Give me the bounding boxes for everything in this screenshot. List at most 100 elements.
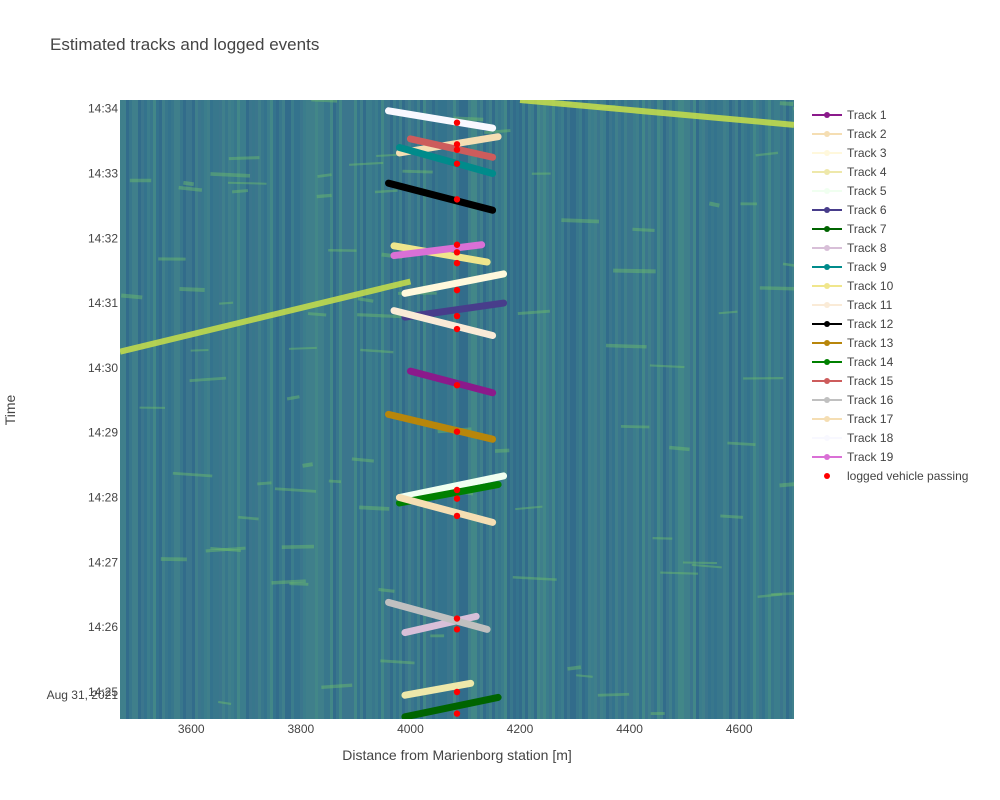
heatmap-column — [519, 100, 522, 719]
heatmap-column — [624, 100, 627, 719]
heatmap-column — [219, 100, 222, 719]
legend-item-track-5[interactable]: Track 5 — [812, 184, 887, 198]
legend-item-track-1[interactable]: Track 1 — [812, 108, 887, 122]
heatmap-column — [390, 100, 393, 719]
heatmap-column — [270, 100, 273, 719]
heatmap-streak — [359, 505, 390, 511]
heatmap-column — [468, 100, 471, 719]
legend-marker — [824, 359, 830, 365]
y-tick-label: 14:29 — [88, 426, 118, 440]
heatmap-column — [585, 100, 588, 719]
heatmap-column — [192, 100, 195, 719]
legend-item-track-14[interactable]: Track 14 — [812, 355, 894, 369]
heatmap-column — [393, 100, 396, 719]
legend-item-track-15[interactable]: Track 15 — [812, 374, 894, 388]
legend-label: Track 8 — [847, 241, 887, 255]
heatmap-column — [258, 100, 261, 719]
x-axis-ticks: 3600 3800 4000 4200 4400 4600 — [178, 722, 753, 736]
legend-item-track-13[interactable]: Track 13 — [812, 336, 894, 350]
legend-item-track-10[interactable]: Track 10 — [812, 279, 894, 293]
heatmap-column — [630, 100, 633, 719]
heatmap-column — [789, 100, 792, 719]
heatmap-column — [321, 100, 324, 719]
legend-label: Track 7 — [847, 222, 887, 236]
heatmap-column — [708, 100, 711, 719]
heatmap-column — [279, 100, 282, 719]
chart-title: Estimated tracks and logged events — [50, 35, 319, 54]
heatmap-column — [693, 100, 696, 719]
heatmap-column — [555, 100, 558, 719]
heatmap-column — [228, 100, 231, 719]
legend-item-track-7[interactable]: Track 7 — [812, 222, 887, 236]
legend-item-track-16[interactable]: Track 16 — [812, 393, 894, 407]
plot-area[interactable] — [120, 100, 814, 719]
heatmap-column — [603, 100, 606, 719]
heatmap-streak — [281, 544, 314, 550]
legend-item-track-19[interactable]: Track 19 — [812, 450, 894, 464]
legend-item-track-2[interactable]: Track 2 — [812, 127, 887, 141]
heatmap-streak — [227, 181, 267, 185]
heatmap-column — [462, 100, 465, 719]
heatmap-column — [696, 100, 699, 719]
legend[interactable]: Track 1 Track 2 Track 3 Track 4 Track 5 Track… — [812, 108, 968, 483]
legend-item-track-12[interactable]: Track 12 — [812, 317, 894, 331]
heatmap-column — [699, 100, 702, 719]
heatmap-streak — [316, 193, 332, 199]
legend-label: Track 12 — [847, 317, 894, 331]
y-tick-label: 14:28 — [88, 491, 118, 505]
date-label: Aug 31, 2021 — [47, 688, 119, 702]
heatmap-column — [138, 100, 141, 719]
legend-label: Track 5 — [847, 184, 887, 198]
heatmap-column — [756, 100, 759, 719]
heatmap-column — [144, 100, 147, 719]
legend-label: Track 9 — [847, 260, 887, 274]
legend-item-track-18[interactable]: Track 18 — [812, 431, 894, 445]
event-point — [453, 495, 461, 502]
heatmap-streak — [613, 268, 656, 274]
event-point — [453, 249, 461, 256]
heatmap-column — [342, 100, 345, 719]
heatmap-column — [597, 100, 600, 719]
legend-item-track-11[interactable]: Track 11 — [812, 298, 893, 312]
legend-item-track-17[interactable]: Track 17 — [812, 412, 894, 426]
legend-marker — [824, 283, 830, 289]
legend-item-track-4[interactable]: Track 4 — [812, 165, 887, 179]
heatmap-column — [207, 100, 210, 719]
legend-item-track-8[interactable]: Track 8 — [812, 241, 887, 255]
heatmap-streak — [561, 218, 600, 224]
heatmap-column — [429, 100, 432, 719]
heatmap-streak — [219, 301, 234, 305]
y-axis-ticks: 14:25 14:26 14:27 14:28 14:29 14:30 14:31 14:32… — [88, 102, 118, 699]
heatmap-column — [501, 100, 504, 719]
heatmap-column — [570, 100, 573, 719]
track-line-3 — [401, 270, 508, 297]
legend-item-track-6[interactable]: Track 6 — [812, 203, 887, 217]
heatmap-column — [558, 100, 561, 719]
heatmap-column — [741, 100, 744, 719]
heatmap-column — [243, 100, 246, 719]
track-line-7 — [401, 693, 502, 719]
heatmap-column — [690, 100, 693, 719]
legend-label: Track 16 — [847, 393, 894, 407]
heatmap-column — [255, 100, 258, 719]
heatmap-column — [303, 100, 306, 719]
heatmap-streak — [453, 116, 484, 122]
legend-item-track-3[interactable]: Track 3 — [812, 146, 887, 160]
track-line-15 — [406, 135, 497, 161]
heatmap-column — [180, 100, 183, 719]
heatmap-column — [132, 100, 135, 719]
heatmap-column — [774, 100, 777, 719]
heatmap-column — [360, 100, 363, 719]
heatmap-column — [609, 100, 612, 719]
heatmap-column — [750, 100, 753, 719]
heatmap-streak — [218, 700, 232, 705]
heatmap-column — [477, 100, 480, 719]
heatmap-column — [222, 100, 225, 719]
heatmap-column — [627, 100, 630, 719]
legend-label: Track 1 — [847, 108, 887, 122]
heatmap-column — [483, 100, 486, 719]
legend-item-track-9[interactable]: Track 9 — [812, 260, 887, 274]
heatmap-column — [186, 100, 189, 719]
legend-item-events[interactable]: logged vehicle passing — [824, 469, 968, 483]
